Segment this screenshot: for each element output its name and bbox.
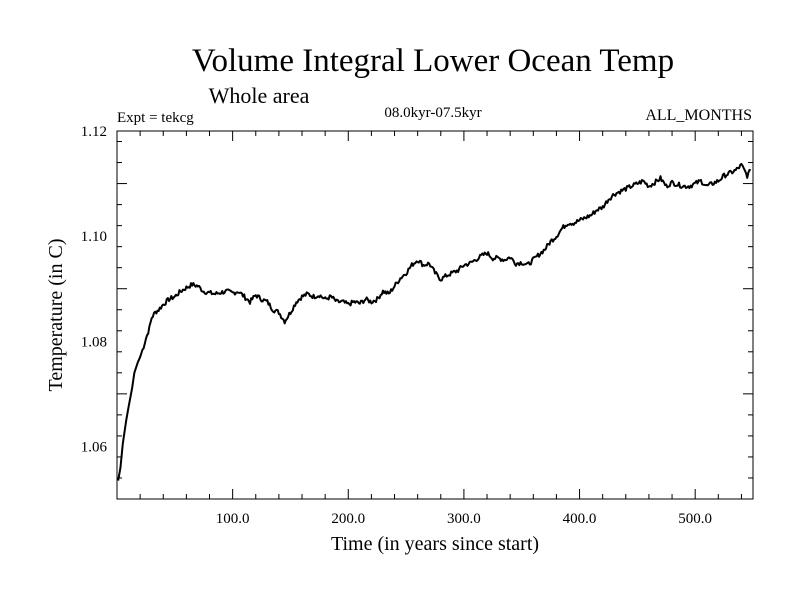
y-tick-label: 1.10 <box>81 229 107 245</box>
x-tick-label: 100.0 <box>216 511 250 527</box>
x-tick-label: 200.0 <box>331 511 365 527</box>
x-tick-labels: 100.0 200.0 300.0 400.0 500.0 <box>216 511 712 527</box>
x-axis-label: Time (in years since start) <box>331 533 539 555</box>
plot-frame <box>116 130 754 500</box>
chart-title: Volume Integral Lower Ocean Temp <box>192 43 674 79</box>
y-tick-label: 1.06 <box>81 439 108 455</box>
x-tick-label: 400.0 <box>563 511 597 527</box>
x-tick-label: 300.0 <box>447 511 481 527</box>
period-label: 08.0kyr-07.5kyr <box>384 105 481 121</box>
axis-ticks <box>117 131 753 499</box>
y-tick-label: 1.12 <box>81 124 107 140</box>
series-line <box>117 162 752 481</box>
y-tick-labels: 1.06 1.08 1.10 1.12 <box>81 124 108 455</box>
x-tick-label: 500.0 <box>678 511 712 527</box>
y-tick-label: 1.08 <box>81 334 107 350</box>
y-axis-label: Temperature (in C) <box>45 239 67 392</box>
experiment-label: Expt = tekcg <box>117 110 194 126</box>
chart-subtitle: Whole area <box>209 83 310 108</box>
months-label: ALL_MONTHS <box>645 107 752 124</box>
